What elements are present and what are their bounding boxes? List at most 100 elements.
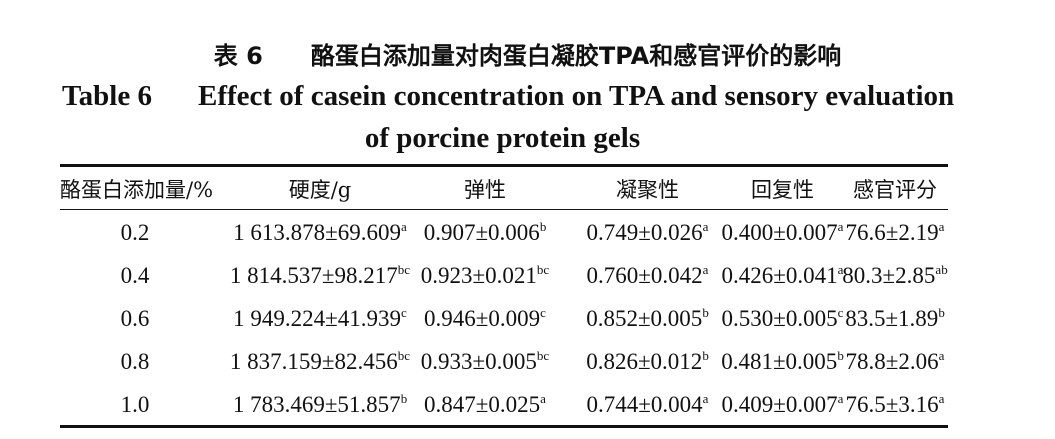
significance-letter: c <box>401 305 407 320</box>
cell-value: 1 814.537±98.217 <box>229 263 398 288</box>
significance-letter: b <box>702 305 709 320</box>
caption-chinese: 表 6 酪蛋白添加量对肉蛋白凝胶TPA和感官评价的影响 <box>0 36 1055 71</box>
cell-value: 0.481±0.005 <box>721 349 838 374</box>
cell-value: 0.409±0.007 <box>721 392 838 417</box>
springiness-cell: 0.907±0.006b <box>405 213 565 253</box>
resilience-cell: 0.409±0.007a <box>690 385 875 425</box>
cohesiveness-cell: 0.852±0.005b <box>555 299 740 339</box>
significance-letter: a <box>837 219 844 234</box>
significance-letter: b <box>400 391 408 406</box>
table-row: 1.0 1 783.469±51.857b 0.847±0.025a 0.744±0.… <box>60 385 948 425</box>
sensory-score-cell: 80.3±2.85ab <box>830 256 960 296</box>
caption-english-line1: Table 6 Effect of casein concentration on… <box>62 80 954 113</box>
cell-value: 0.760±0.042 <box>586 263 703 288</box>
cell-value: 0.530±0.005 <box>721 306 838 331</box>
cell-value: 0.847±0.025 <box>424 392 541 417</box>
casein-cell: 0.8 <box>60 342 210 382</box>
table-header-row: 酪蛋白添加量/% 硬度/g 弹性 凝聚性 回复性 感官评分 <box>60 170 948 210</box>
caption-cn-label: 表 6 <box>213 42 263 70</box>
caption-english-line2: of porcine protein gels <box>364 122 641 154</box>
cell-value: 1 949.224±41.939 <box>233 306 402 331</box>
caption-en-title-line1: Effect of casein concentration on TPA an… <box>198 80 955 112</box>
resilience-cell: 0.400±0.007a <box>690 213 875 253</box>
significance-letter: a <box>837 262 844 277</box>
hardness-cell: 1 783.469±51.857b <box>220 385 420 425</box>
springiness-cell: 0.933±0.005bc <box>405 342 565 382</box>
significance-letter: a <box>938 219 945 234</box>
significance-letter: a <box>938 391 945 406</box>
header-sensory-score: 感官评分 <box>853 178 937 202</box>
cell-value: 76.5±3.16 <box>845 392 939 417</box>
cell-value: 80.3±2.85 <box>842 263 936 288</box>
significance-letter: b <box>837 348 844 363</box>
table-header-rule <box>60 209 948 210</box>
cell-value: 1 613.878±69.609 <box>233 220 402 245</box>
significance-letter: ab <box>935 262 948 277</box>
cell-value: 0.852±0.005 <box>586 306 703 331</box>
caption-en-label: Table 6 <box>62 80 152 112</box>
header-resilience: 回复性 <box>751 178 814 202</box>
cell-value: 0.4 <box>120 263 150 288</box>
springiness-cell: 0.847±0.025a <box>405 385 565 425</box>
table-top-rule <box>60 164 948 167</box>
significance-letter: c <box>837 305 844 320</box>
significance-letter: a <box>702 219 709 234</box>
hardness-cell: 1 949.224±41.939c <box>220 299 420 339</box>
cohesiveness-cell: 0.749±0.026a <box>555 213 740 253</box>
resilience-cell: 0.481±0.005b <box>690 342 875 382</box>
cohesiveness-cell: 0.744±0.004a <box>555 385 740 425</box>
cell-value: 76.6±2.19 <box>845 220 939 245</box>
cohesiveness-cell: 0.826±0.012b <box>555 342 740 382</box>
casein-cell: 1.0 <box>60 385 210 425</box>
cell-value: 0.933±0.005 <box>420 349 537 374</box>
cell-value: 0.744±0.004 <box>586 392 703 417</box>
cell-value: 1.0 <box>120 392 150 417</box>
table-row: 0.4 1 814.537±98.217bc 0.923±0.021 bc 0.760±… <box>60 256 948 296</box>
significance-letter: c <box>540 305 546 320</box>
cell-value: 0.946±0.009 <box>424 306 541 331</box>
significance-letter: bc <box>536 348 550 363</box>
casein-cell: 0.2 <box>60 213 210 253</box>
hardness-cell: 1 613.878±69.609a <box>220 213 420 253</box>
table-bottom-rule <box>60 425 948 428</box>
sensory-score-cell: 76.5±3.16a <box>830 385 960 425</box>
cell-value: 0.8 <box>120 349 150 374</box>
cell-value: 1 837.159±82.456 <box>229 349 398 374</box>
significance-letter: a <box>938 348 945 363</box>
significance-letter: b <box>539 219 547 234</box>
header-hardness: 硬度/g <box>288 178 352 202</box>
resilience-cell: 0.426±0.041a <box>690 256 875 296</box>
cell-value: 0.923±0.021 <box>420 263 537 288</box>
cell-value: 78.8±2.06 <box>845 349 939 374</box>
hardness-cell: 1 837.159±82.456bc <box>220 342 420 382</box>
sensory-score-cell: 83.5±1.89b <box>830 299 960 339</box>
header-springiness: 弹性 <box>464 178 506 202</box>
cell-value: 1 783.469±51.857 <box>232 392 401 417</box>
sensory-score-cell: 78.8±2.06a <box>830 342 960 382</box>
table-row: 0.6 1 949.224±41.939c 0.946±0.009c 0.852±0.… <box>60 299 948 339</box>
significance-letter: bc <box>397 262 411 277</box>
cell-value: 0.6 <box>120 306 150 331</box>
significance-letter: a <box>702 391 709 406</box>
header-cohesiveness: 凝聚性 <box>616 178 679 202</box>
cell-value: 83.5±1.89 <box>845 306 939 331</box>
significance-letter: a <box>540 391 546 406</box>
cell-value: 0.426±0.041 <box>721 263 838 288</box>
table-row: 0.2 1 613.878±69.609a 0.907±0.006b 0.749±0.… <box>60 213 948 253</box>
table-row: 0.8 1 837.159±82.456bc 0.933±0.005bc 0.826±… <box>60 342 948 382</box>
caption-cn-title: 酪蛋白添加量对肉蛋白凝胶TPA和感官评价的影响 <box>310 42 842 70</box>
casein-cell: 0.6 <box>60 299 210 339</box>
significance-letter: a <box>837 391 844 406</box>
significance-letter: a <box>702 262 709 277</box>
hardness-cell: 1 814.537±98.217bc <box>220 256 420 296</box>
header-casein: 酪蛋白添加量/% <box>60 178 214 202</box>
cell-value: 0.749±0.026 <box>586 220 703 245</box>
significance-letter: b <box>702 348 709 363</box>
sensory-score-cell: 76.6±2.19a <box>830 213 960 253</box>
cell-value: 0.826±0.012 <box>586 349 703 374</box>
significance-letter: b <box>938 305 945 320</box>
resilience-cell: 0.530±0.005c <box>690 299 875 339</box>
significance-letter: a <box>401 219 407 234</box>
casein-cell: 0.4 <box>60 256 210 296</box>
